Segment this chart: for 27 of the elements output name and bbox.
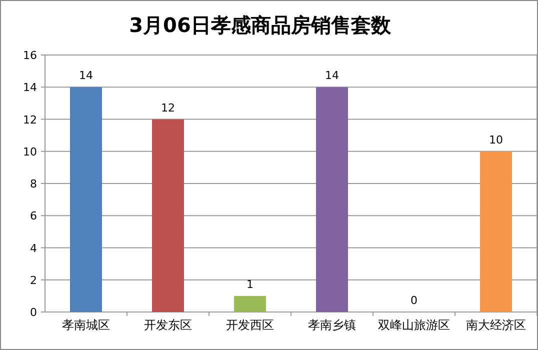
- bar: [316, 87, 348, 312]
- data-label: 1: [246, 278, 254, 291]
- y-tick-label: 8: [30, 178, 37, 190]
- y-tick-label: 14: [23, 81, 37, 94]
- x-tick-label: 孝南乡镇: [308, 318, 356, 332]
- data-label: 14: [79, 69, 93, 82]
- y-tick-label: 4: [30, 242, 37, 255]
- bar: [480, 151, 512, 312]
- y-tick-label: 16: [23, 49, 37, 62]
- data-label: 14: [325, 69, 339, 82]
- y-tick-label: 6: [30, 210, 37, 223]
- chart-title: 3月06日孝感商品房销售套数: [129, 13, 392, 37]
- x-tick-label: 南大经济区: [466, 318, 526, 332]
- y-tick-label: 0: [30, 306, 37, 319]
- y-tick-label: 2: [30, 274, 37, 287]
- bar: [234, 296, 266, 312]
- y-tick-label: 12: [23, 113, 37, 126]
- y-tick-label: 10: [23, 145, 37, 158]
- data-label: 0: [410, 294, 418, 307]
- x-tick-label: 开发西区: [226, 318, 274, 332]
- data-label: 12: [161, 101, 175, 114]
- x-tick-label: 双峰山旅游区: [378, 318, 450, 332]
- x-tick-label: 孝南城区: [62, 318, 110, 332]
- bar: [152, 119, 184, 312]
- bar: [70, 87, 102, 312]
- data-label: 10: [489, 133, 503, 146]
- x-tick-label: 开发东区: [144, 318, 192, 332]
